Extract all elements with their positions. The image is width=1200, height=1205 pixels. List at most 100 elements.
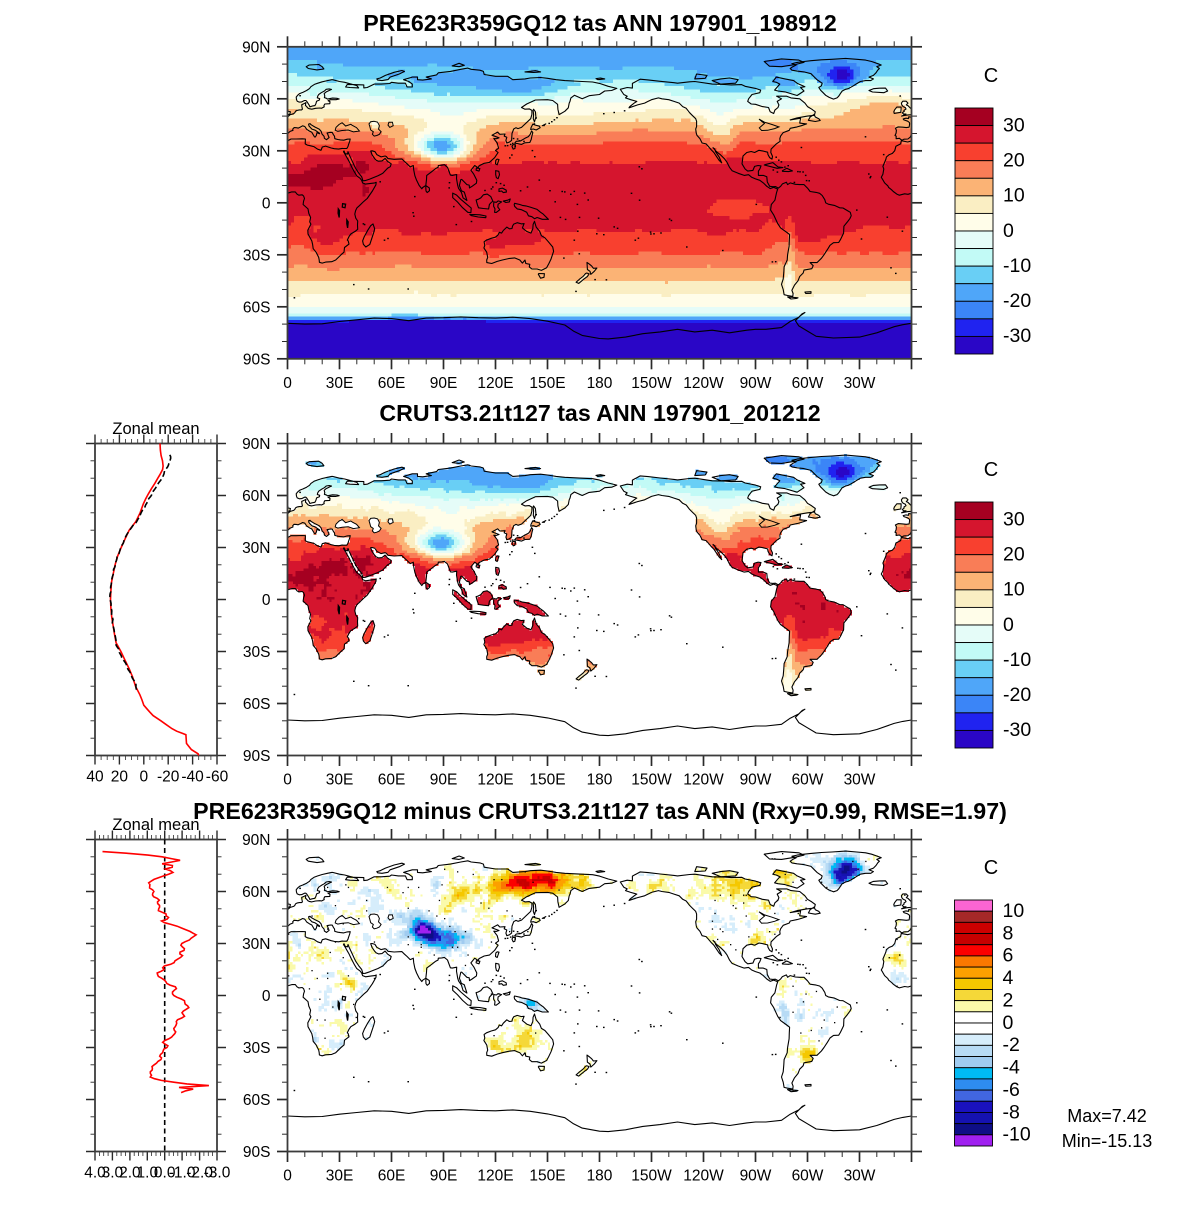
svg-text:-40: -40: [181, 769, 204, 786]
svg-text:0: 0: [1003, 614, 1014, 636]
svg-text:Zonal mean: Zonal mean: [112, 420, 199, 438]
svg-text:90E: 90E: [430, 1168, 458, 1185]
svg-text:-10: -10: [1003, 1124, 1031, 1146]
svg-text:150E: 150E: [529, 375, 565, 392]
svg-text:C: C: [984, 65, 998, 87]
svg-text:10: 10: [1003, 185, 1025, 207]
svg-text:8: 8: [1003, 922, 1014, 944]
svg-text:90N: 90N: [242, 39, 270, 56]
svg-text:-2: -2: [1003, 1034, 1020, 1056]
svg-text:30W: 30W: [844, 375, 876, 392]
svg-text:60N: 60N: [242, 488, 270, 505]
svg-text:90N: 90N: [242, 436, 270, 453]
svg-text:120E: 120E: [477, 772, 513, 789]
svg-text:30E: 30E: [326, 1168, 354, 1185]
svg-text:120E: 120E: [477, 375, 513, 392]
svg-text:20: 20: [1003, 150, 1025, 172]
svg-text:-60: -60: [206, 769, 229, 786]
svg-text:PRE623R359GQ12 tas ANN 197901_: PRE623R359GQ12 tas ANN 197901_198912: [363, 10, 837, 36]
svg-text:PRE623R359GQ12 minus CRUTS3.21: PRE623R359GQ12 minus CRUTS3.21t127 tas A…: [193, 798, 1007, 824]
svg-text:-8: -8: [1003, 1101, 1020, 1123]
svg-text:60S: 60S: [243, 696, 271, 713]
svg-text:30E: 30E: [326, 772, 354, 789]
svg-text:120W: 120W: [683, 375, 724, 392]
svg-text:C: C: [984, 857, 998, 879]
svg-text:-20: -20: [157, 769, 180, 786]
svg-text:Min=-15.13: Min=-15.13: [1062, 1131, 1153, 1151]
svg-text:-10: -10: [1003, 649, 1031, 671]
svg-text:150E: 150E: [529, 772, 565, 789]
svg-text:-2.0: -2.0: [186, 1165, 213, 1182]
svg-text:30S: 30S: [243, 247, 271, 264]
svg-text:1.0: 1.0: [137, 1165, 159, 1182]
svg-text:30S: 30S: [243, 644, 271, 661]
svg-text:30E: 30E: [326, 375, 354, 392]
svg-text:0: 0: [283, 772, 292, 789]
svg-text:CRUTS3.21t127 tas ANN 197901_2: CRUTS3.21t127 tas ANN 197901_201212: [379, 400, 820, 426]
svg-text:60S: 60S: [243, 1092, 271, 1109]
svg-text:30N: 30N: [242, 540, 270, 557]
svg-text:60E: 60E: [378, 1168, 406, 1185]
svg-text:10: 10: [1003, 900, 1025, 922]
svg-text:0: 0: [262, 988, 271, 1005]
svg-text:90E: 90E: [430, 772, 458, 789]
svg-text:90S: 90S: [243, 1144, 271, 1161]
svg-text:180: 180: [587, 1168, 613, 1185]
svg-text:-3.0: -3.0: [204, 1165, 231, 1182]
svg-text:0: 0: [1003, 1012, 1014, 1034]
svg-text:90S: 90S: [243, 748, 271, 765]
svg-text:-1.0: -1.0: [169, 1165, 196, 1182]
svg-text:Zonal mean: Zonal mean: [112, 816, 199, 834]
svg-text:6: 6: [1003, 945, 1014, 967]
svg-text:60N: 60N: [242, 884, 270, 901]
svg-text:150W: 150W: [631, 1168, 672, 1185]
svg-text:30N: 30N: [242, 936, 270, 953]
svg-text:30W: 30W: [844, 1168, 876, 1185]
svg-text:20: 20: [1003, 544, 1025, 566]
svg-text:-20: -20: [1003, 290, 1031, 312]
svg-text:60E: 60E: [378, 772, 406, 789]
svg-text:0.0: 0.0: [154, 1165, 176, 1182]
svg-text:90W: 90W: [740, 772, 772, 789]
svg-text:120E: 120E: [477, 1168, 513, 1185]
svg-text:30S: 30S: [243, 1040, 271, 1057]
svg-text:0: 0: [283, 1168, 292, 1185]
svg-text:60W: 60W: [792, 375, 824, 392]
svg-text:30W: 30W: [844, 772, 876, 789]
svg-text:-6: -6: [1003, 1079, 1020, 1101]
svg-text:150W: 150W: [631, 772, 672, 789]
svg-text:-4: -4: [1003, 1057, 1020, 1079]
svg-text:C: C: [984, 459, 998, 481]
svg-text:60S: 60S: [243, 299, 271, 316]
svg-text:150E: 150E: [529, 1168, 565, 1185]
svg-text:30: 30: [1003, 508, 1025, 530]
svg-text:2.0: 2.0: [119, 1165, 141, 1182]
svg-text:90W: 90W: [740, 375, 772, 392]
svg-text:150W: 150W: [631, 375, 672, 392]
svg-text:20: 20: [111, 769, 129, 786]
svg-text:180: 180: [587, 375, 613, 392]
svg-text:-30: -30: [1003, 719, 1031, 741]
svg-text:60N: 60N: [242, 91, 270, 108]
svg-text:90S: 90S: [243, 351, 271, 368]
svg-text:4: 4: [1003, 967, 1014, 989]
svg-text:Max=7.42: Max=7.42: [1067, 1106, 1147, 1126]
svg-text:-30: -30: [1003, 325, 1031, 347]
svg-text:3.0: 3.0: [102, 1165, 124, 1182]
svg-text:90W: 90W: [740, 1168, 772, 1185]
svg-text:0: 0: [262, 195, 271, 212]
svg-text:90E: 90E: [430, 375, 458, 392]
svg-text:30: 30: [1003, 114, 1025, 136]
svg-text:60W: 60W: [792, 772, 824, 789]
svg-text:120W: 120W: [683, 1168, 724, 1185]
svg-text:0: 0: [139, 769, 148, 786]
svg-text:10: 10: [1003, 579, 1025, 601]
svg-text:60W: 60W: [792, 1168, 824, 1185]
svg-text:120W: 120W: [683, 772, 724, 789]
svg-text:180: 180: [587, 772, 613, 789]
svg-text:0: 0: [262, 592, 271, 609]
svg-text:4.0: 4.0: [84, 1165, 106, 1182]
svg-text:40: 40: [86, 769, 104, 786]
svg-text:2: 2: [1003, 989, 1014, 1011]
svg-text:0: 0: [283, 375, 292, 392]
